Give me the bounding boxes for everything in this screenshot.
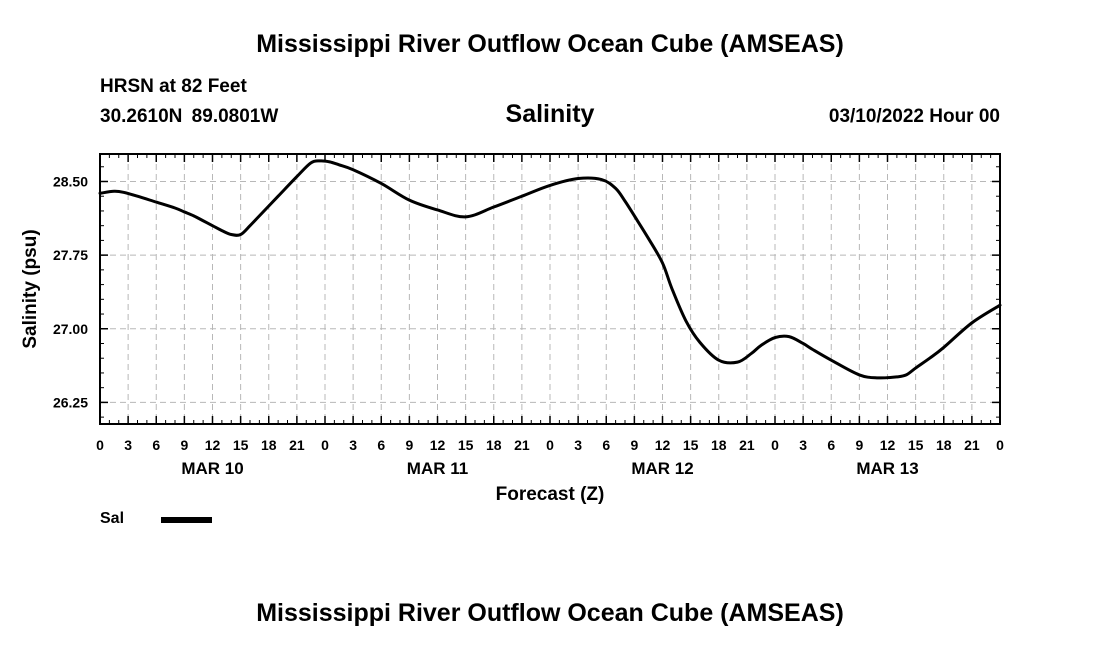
axis-labels: 0 3 6 9 12 15 18 21 0 3 6 9 12 15 18 21 0 3 6 9 12 15 18 21 0 3 6 9… bbox=[53, 173, 1004, 478]
x-tick-label: 3 bbox=[349, 437, 357, 453]
x-tick-label: 21 bbox=[739, 437, 755, 453]
x-tick-label: 0 bbox=[546, 437, 554, 453]
x-tick-label: 12 bbox=[430, 437, 446, 453]
x-tick-label: 0 bbox=[321, 437, 329, 453]
footer-title: Mississippi River Outflow Ocean Cube (AM… bbox=[256, 599, 844, 627]
x-axis-title: Forecast (Z) bbox=[496, 484, 605, 505]
x-tick-label: 3 bbox=[574, 437, 582, 453]
x-tick-label: 0 bbox=[771, 437, 779, 453]
x-tick-label: 9 bbox=[855, 437, 863, 453]
chart-title: Salinity bbox=[505, 100, 595, 128]
main-title: Mississippi River Outflow Ocean Cube (AM… bbox=[256, 30, 844, 58]
x-tick-label: 18 bbox=[261, 437, 277, 453]
x-tick-label: 21 bbox=[514, 437, 530, 453]
x-tick-label: 18 bbox=[711, 437, 727, 453]
x-tick-label: 12 bbox=[880, 437, 896, 453]
x-tick-label: 15 bbox=[683, 437, 699, 453]
x-tick-label: 12 bbox=[655, 437, 671, 453]
x-tick-label: 6 bbox=[152, 437, 160, 453]
x-tick-label: 9 bbox=[630, 437, 638, 453]
y-tick-label: 26.25 bbox=[53, 394, 88, 410]
y-axis-title: Salinity (psu) bbox=[20, 229, 41, 348]
grid bbox=[100, 154, 1000, 424]
day-label: MAR 12 bbox=[631, 459, 693, 478]
day-label: MAR 11 bbox=[407, 459, 468, 478]
forecast-datetime: 03/10/2022 Hour 00 bbox=[828, 106, 1000, 127]
x-tick-label: 6 bbox=[602, 437, 610, 453]
x-tick-label: 3 bbox=[799, 437, 807, 453]
x-tick-label: 9 bbox=[180, 437, 188, 453]
legend-label: Sal bbox=[100, 510, 125, 527]
legend-swatch bbox=[161, 517, 212, 523]
x-tick-label: 12 bbox=[205, 437, 221, 453]
x-tick-label: 18 bbox=[486, 437, 502, 453]
x-tick-label: 21 bbox=[289, 437, 305, 453]
x-tick-label: 0 bbox=[96, 437, 104, 453]
x-tick-label: 15 bbox=[233, 437, 249, 453]
station-label: HRSN at 82 Feet bbox=[100, 76, 247, 97]
y-tick-label: 28.50 bbox=[53, 173, 88, 189]
day-label: MAR 13 bbox=[856, 459, 918, 478]
x-tick-label: 15 bbox=[908, 437, 924, 453]
y-tick-label: 27.00 bbox=[53, 321, 88, 337]
y-tick-label: 27.75 bbox=[53, 247, 88, 263]
salinity-series-line bbox=[98, 159, 1002, 380]
x-tick-label: 21 bbox=[964, 437, 980, 453]
x-tick-label: 0 bbox=[996, 437, 1004, 453]
x-tick-label: 15 bbox=[458, 437, 474, 453]
x-tick-label: 18 bbox=[936, 437, 952, 453]
axis-ticks bbox=[99, 154, 1001, 424]
x-tick-label: 6 bbox=[377, 437, 385, 453]
x-tick-label: 6 bbox=[827, 437, 835, 453]
x-tick-label: 3 bbox=[124, 437, 132, 453]
x-tick-label: 9 bbox=[405, 437, 413, 453]
coordinates-label: 30.2610N 89.0801W bbox=[100, 106, 279, 127]
day-label: MAR 10 bbox=[181, 459, 243, 478]
